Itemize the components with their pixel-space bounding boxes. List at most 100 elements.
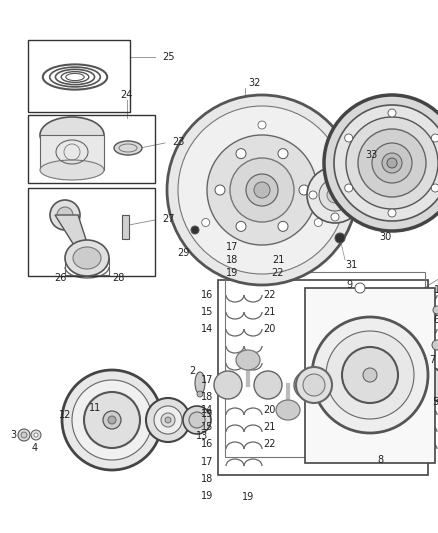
Circle shape: [230, 158, 294, 222]
Text: 21: 21: [263, 422, 276, 432]
Circle shape: [296, 367, 332, 403]
Text: 19: 19: [226, 268, 238, 278]
Circle shape: [355, 283, 365, 293]
Text: 22: 22: [272, 268, 284, 278]
Circle shape: [34, 433, 38, 437]
Ellipse shape: [316, 350, 340, 370]
Ellipse shape: [254, 371, 282, 399]
Text: 26: 26: [54, 273, 66, 283]
Text: 21: 21: [263, 307, 276, 317]
Text: 19: 19: [201, 491, 213, 501]
Text: 27: 27: [162, 214, 174, 224]
Bar: [225, 272, 425, 457]
Circle shape: [178, 106, 346, 274]
Circle shape: [431, 134, 438, 142]
Bar: [28, 40, 130, 112]
Ellipse shape: [195, 372, 205, 394]
Bar: [218, 280, 428, 475]
Text: 11: 11: [89, 403, 101, 413]
Text: 3: 3: [10, 430, 16, 440]
Circle shape: [21, 432, 27, 438]
Circle shape: [183, 406, 211, 434]
Circle shape: [146, 398, 190, 442]
Ellipse shape: [414, 371, 438, 399]
Text: 23: 23: [172, 137, 184, 147]
Text: 7: 7: [429, 355, 435, 365]
Circle shape: [189, 412, 205, 428]
Text: 24: 24: [120, 90, 132, 100]
Text: 21: 21: [272, 255, 284, 265]
Text: 8: 8: [377, 455, 383, 465]
Text: 33: 33: [365, 150, 377, 160]
Circle shape: [299, 185, 309, 195]
Circle shape: [246, 174, 278, 206]
Text: 18: 18: [226, 255, 238, 265]
Text: 12: 12: [59, 410, 71, 420]
Circle shape: [324, 95, 438, 231]
Circle shape: [358, 129, 426, 197]
Circle shape: [363, 368, 377, 382]
Circle shape: [108, 416, 116, 424]
Text: 19: 19: [242, 492, 254, 502]
Circle shape: [207, 135, 317, 245]
Ellipse shape: [276, 400, 300, 420]
Circle shape: [202, 219, 210, 227]
Circle shape: [432, 340, 438, 350]
Text: 16: 16: [201, 439, 213, 449]
Text: 6: 6: [433, 315, 438, 325]
Text: 4: 4: [32, 443, 38, 453]
Text: 15: 15: [201, 422, 213, 432]
Ellipse shape: [374, 371, 402, 399]
Circle shape: [388, 109, 396, 117]
Polygon shape: [55, 215, 92, 258]
Circle shape: [342, 347, 398, 403]
Text: 29: 29: [177, 248, 189, 258]
Circle shape: [303, 374, 325, 396]
Text: 13: 13: [196, 431, 208, 441]
Circle shape: [319, 179, 351, 211]
Circle shape: [167, 95, 357, 285]
Ellipse shape: [214, 371, 242, 399]
Text: 9: 9: [346, 280, 352, 290]
Text: 5: 5: [432, 397, 438, 407]
Circle shape: [327, 187, 343, 203]
Circle shape: [334, 105, 438, 221]
Circle shape: [236, 149, 246, 159]
Bar: [28, 115, 155, 183]
Text: 19: 19: [201, 409, 213, 419]
Ellipse shape: [356, 400, 380, 420]
Circle shape: [258, 121, 266, 129]
Ellipse shape: [236, 350, 260, 370]
Circle shape: [387, 158, 397, 168]
Circle shape: [345, 134, 353, 142]
Circle shape: [345, 184, 353, 192]
Circle shape: [161, 413, 175, 427]
Circle shape: [309, 191, 317, 199]
Circle shape: [312, 317, 428, 433]
Text: 16: 16: [201, 290, 213, 300]
Ellipse shape: [65, 240, 109, 276]
Text: 28: 28: [112, 273, 124, 283]
Text: 18: 18: [201, 392, 213, 402]
Ellipse shape: [73, 247, 101, 269]
Circle shape: [191, 226, 199, 234]
Circle shape: [372, 143, 412, 183]
Ellipse shape: [50, 200, 80, 230]
Text: 14: 14: [201, 324, 213, 334]
Circle shape: [331, 213, 339, 221]
Ellipse shape: [114, 141, 142, 155]
Circle shape: [388, 209, 396, 217]
Circle shape: [84, 392, 140, 448]
Text: 22: 22: [263, 290, 276, 300]
Ellipse shape: [294, 371, 322, 399]
Bar: [28, 188, 155, 276]
Ellipse shape: [396, 350, 420, 370]
Circle shape: [278, 221, 288, 231]
Text: 17: 17: [201, 375, 213, 385]
Bar: [122, 215, 129, 239]
Circle shape: [31, 430, 41, 440]
Text: 20: 20: [263, 405, 276, 415]
Text: 14: 14: [201, 405, 213, 415]
Circle shape: [72, 380, 152, 460]
Circle shape: [154, 406, 182, 434]
